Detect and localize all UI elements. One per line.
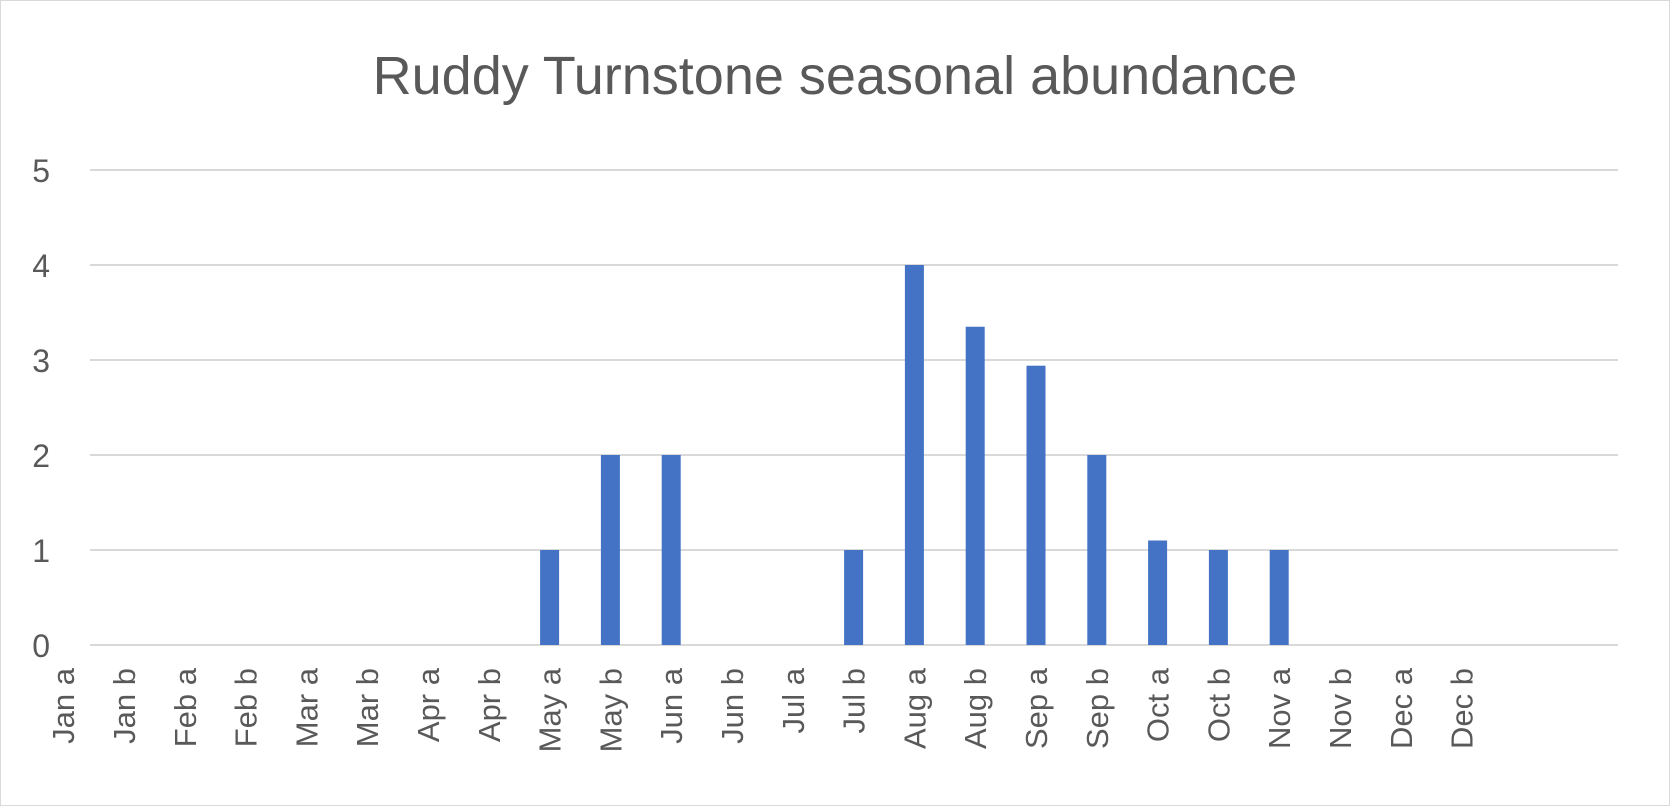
bar	[540, 550, 560, 645]
x-tick-label: Mar a	[289, 667, 324, 747]
x-tick-label: Feb b	[229, 668, 264, 747]
x-tick-label: Aug a	[897, 667, 932, 749]
x-tick-label: Oct b	[1201, 668, 1236, 742]
x-tick-label: Sep b	[1080, 668, 1115, 749]
x-tick-label: Jan b	[107, 668, 142, 744]
x-tick-label: Apr b	[472, 668, 507, 742]
chart-title: Ruddy Turnstone seasonal abundance	[372, 46, 1298, 106]
x-tick-label: Jul b	[837, 668, 872, 733]
y-tick-label: 3	[32, 343, 50, 379]
y-tick-label: 2	[32, 438, 50, 474]
bar	[1208, 550, 1228, 645]
x-tick-label: May a	[533, 667, 568, 752]
y-tick-label: 1	[32, 533, 50, 569]
bars	[540, 265, 1289, 645]
x-tick-label: Nov a	[1262, 667, 1297, 749]
x-tick-label: Jan a	[46, 667, 81, 744]
x-tick-label: Dec a	[1384, 667, 1419, 749]
x-tick-label: Dec b	[1445, 668, 1480, 749]
bar	[965, 326, 985, 645]
bar	[904, 265, 924, 645]
x-tick-label: Mar b	[350, 668, 385, 747]
x-tick-label: Apr a	[411, 667, 446, 742]
x-tick-label: Sep a	[1019, 667, 1054, 749]
bar	[1087, 455, 1107, 645]
x-tick-label: Oct a	[1141, 667, 1176, 742]
x-tick-label: Feb a	[168, 667, 203, 747]
bar	[1148, 540, 1168, 645]
bar	[1269, 550, 1289, 645]
x-tick-label: Jun a	[654, 667, 689, 744]
x-tick-label: Jul a	[776, 667, 811, 733]
y-tick-label: 5	[32, 153, 50, 189]
x-tick-label: Nov b	[1323, 668, 1358, 749]
bar	[1026, 365, 1046, 645]
bar	[661, 455, 681, 645]
y-axis-ticks: 0 1 2 3 4 5	[32, 153, 50, 664]
bar	[844, 550, 864, 645]
x-axis-ticks: Jan a Jan b Feb a Feb b Mar a Mar b Apr a Apr b…	[46, 667, 1479, 752]
x-tick-label: Aug b	[958, 668, 993, 749]
bar	[600, 455, 620, 645]
x-tick-label: May b	[593, 668, 628, 752]
y-tick-label: 4	[32, 248, 50, 284]
y-tick-label: 0	[32, 628, 50, 664]
x-tick-label: Jun b	[715, 668, 750, 744]
